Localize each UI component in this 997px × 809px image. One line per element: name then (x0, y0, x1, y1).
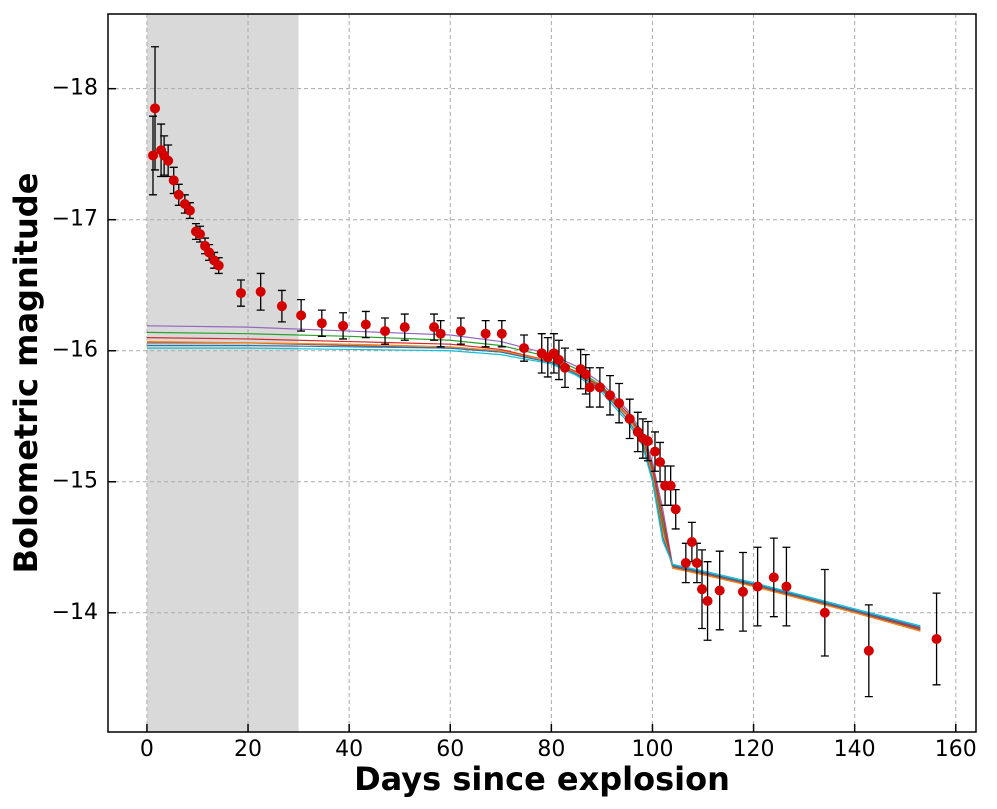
data-point (863, 645, 874, 656)
data-point (173, 189, 184, 200)
data-point (496, 328, 507, 339)
data-point (399, 322, 410, 333)
data-point (580, 369, 591, 380)
data-point (213, 260, 224, 271)
data-point (360, 319, 371, 330)
data-point (480, 328, 491, 339)
y-tick-label: −14 (52, 600, 98, 625)
data-point (665, 480, 676, 491)
y-tick-label: −16 (52, 338, 98, 363)
x-tick-label: 80 (537, 737, 565, 762)
data-point (560, 362, 571, 373)
y-tick-label: −18 (52, 76, 98, 101)
y-tick-label: −17 (52, 207, 98, 232)
data-point (380, 326, 391, 337)
data-point (819, 607, 830, 618)
x-tick-label: 20 (234, 737, 262, 762)
data-point (296, 310, 307, 321)
data-point (584, 382, 595, 393)
y-tick-label: −15 (52, 469, 98, 494)
data-point (737, 586, 748, 597)
data-point (768, 572, 779, 583)
y-axis-label: Bolometric magnitude (7, 173, 45, 574)
data-point (435, 328, 446, 339)
data-point (702, 595, 713, 606)
x-tick-label: 120 (733, 737, 775, 762)
data-point (649, 446, 660, 457)
data-point (163, 155, 174, 166)
data-point (697, 584, 708, 595)
data-point (235, 288, 246, 299)
data-point (316, 318, 327, 329)
data-point (752, 581, 763, 592)
shaded-region (146, 14, 299, 732)
data-point (714, 585, 725, 596)
data-point (338, 320, 349, 331)
data-point (204, 247, 215, 258)
data-point (642, 436, 653, 447)
data-point (670, 504, 681, 515)
x-tick-label: 140 (834, 737, 876, 762)
data-point (781, 581, 792, 592)
data-point (168, 175, 179, 186)
data-point (680, 557, 691, 568)
data-point (429, 322, 440, 333)
data-point (624, 413, 635, 424)
data-point (195, 229, 206, 240)
data-point (691, 557, 702, 568)
data-point (184, 205, 195, 216)
x-tick-label: 40 (335, 737, 363, 762)
data-point (614, 398, 625, 409)
data-point (655, 457, 666, 468)
data-point (455, 326, 466, 337)
data-point (255, 286, 266, 297)
x-tick-label: 60 (436, 737, 464, 762)
x-tick-label: 160 (935, 737, 977, 762)
data-point (150, 103, 161, 114)
data-point (594, 382, 605, 393)
data-point (553, 354, 564, 365)
data-point (519, 343, 530, 354)
data-point (604, 390, 615, 401)
x-tick-label: 100 (631, 737, 673, 762)
plot-frame (107, 13, 977, 733)
data-point (931, 633, 942, 644)
data-point (147, 150, 158, 161)
x-tick-label: 0 (140, 737, 154, 762)
data-point (686, 537, 697, 548)
x-axis-label: Days since explosion (354, 760, 730, 798)
data-point (276, 301, 287, 312)
